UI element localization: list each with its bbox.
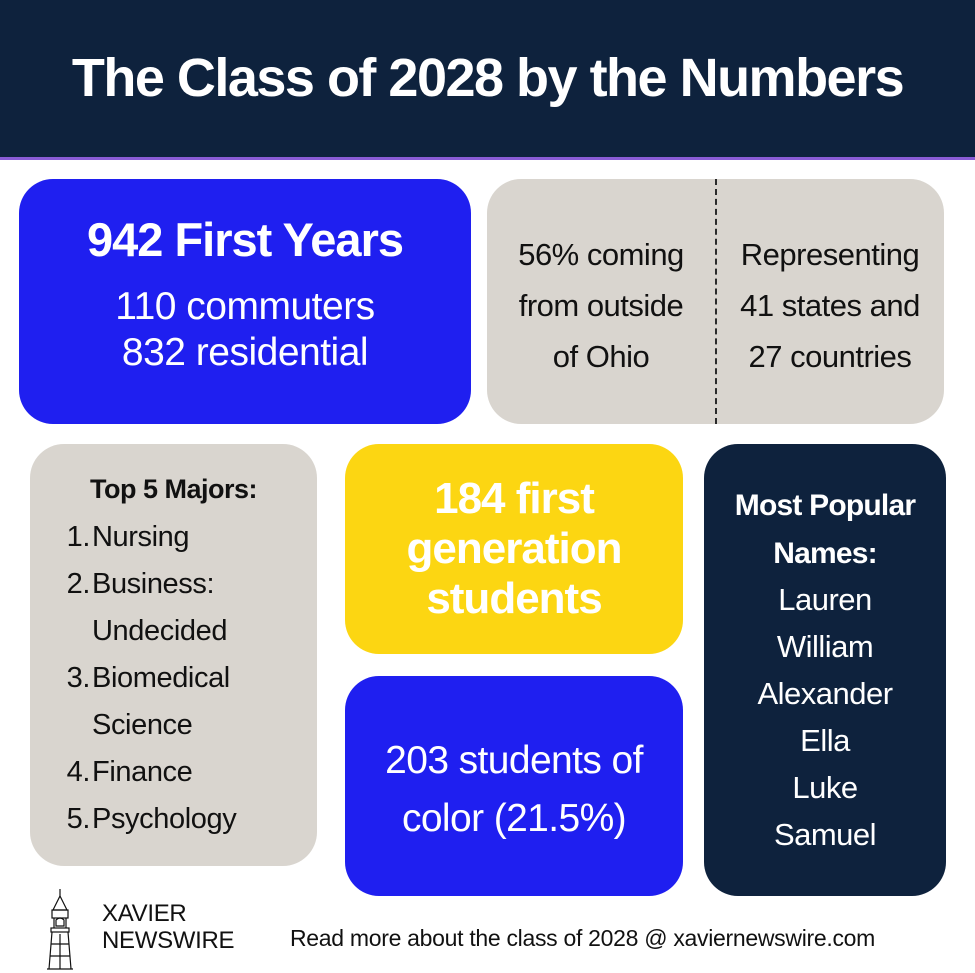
students-of-color-stat: 203 students of color (21.5%) — [345, 732, 683, 848]
major-name: Biomedical — [92, 662, 230, 694]
first-generation-stat: 184 first generation students — [345, 474, 683, 624]
list-item: Samuel — [773, 817, 877, 852]
outside-ohio-line: 56% coming — [518, 237, 684, 272]
major-name: Science — [92, 709, 193, 741]
list-item-continued: Science — [62, 702, 236, 749]
first-generation-line: students — [426, 574, 602, 623]
students-of-color-line: color (21.5%) — [401, 797, 627, 840]
list-number: 4. — [66, 756, 91, 788]
outside-ohio-line: from outside — [518, 288, 684, 323]
outside-ohio-stat: 56% coming from outside of Ohio — [487, 229, 715, 382]
list-item: 2. Business: — [62, 561, 236, 608]
popular-names-title-line: Most Popular — [734, 489, 916, 522]
list-number: 5. — [66, 803, 91, 835]
major-name: Nursing — [92, 521, 190, 553]
major-name: Psychology — [92, 803, 237, 835]
states-countries-stat: Representing 41 states and 27 countries — [716, 229, 944, 382]
popular-names-title-line: Names: — [773, 537, 877, 570]
first-generation-card: 184 first generation students — [345, 444, 683, 654]
top-majors-title: Top 5 Majors: — [89, 474, 258, 504]
footer-read-more: Read more about the class of 2028 @ xavi… — [290, 925, 875, 951]
students-of-color-line: 203 students of — [385, 739, 643, 782]
header-accent-line — [0, 157, 975, 160]
geography-card: 56% coming from outside of Ohio Represen… — [487, 179, 944, 424]
list-item: 1. Nursing — [62, 514, 236, 561]
list-item: Lauren — [778, 582, 872, 617]
list-item-continued: Undecided — [62, 608, 236, 655]
list-item: Luke — [792, 770, 858, 805]
major-name: Undecided — [92, 615, 228, 647]
first-years-card: 942 First Years 110 commuters 832 reside… — [19, 179, 471, 424]
logo-line: XAVIER — [102, 900, 187, 927]
states-countries-line: 41 states and — [740, 288, 920, 323]
names-list: Lauren William Alexander Ella Luke Samue… — [704, 576, 946, 858]
first-generation-line: 184 first — [434, 474, 595, 523]
first-generation-line: generation — [406, 524, 623, 573]
commuters-stat: 110 commuters — [115, 285, 375, 328]
majors-list: 1. Nursing 2. Business: Undecided 3. Biomed… — [62, 514, 237, 843]
list-item: 4. Finance — [62, 749, 236, 796]
popular-names-title: Most Popular Names: — [704, 482, 946, 578]
popular-names-card: Most Popular Names: Lauren William Alexa… — [704, 444, 946, 896]
students-of-color-card: 203 students of color (21.5%) — [345, 676, 683, 896]
page-title: The Class of 2028 by the Numbers — [71, 48, 905, 108]
list-item: 3. Biomedical — [62, 655, 236, 702]
major-name: Finance — [92, 756, 193, 788]
states-countries-line: 27 countries — [748, 339, 912, 374]
logo-line: NEWSWIRE — [102, 927, 235, 954]
bell-tower-icon — [47, 889, 73, 970]
list-item: William — [776, 629, 874, 664]
list-number: 1. — [66, 521, 91, 553]
header-banner: The Class of 2028 by the Numbers — [0, 0, 975, 157]
outside-ohio-line: of Ohio — [552, 339, 650, 374]
list-item: Ella — [800, 723, 850, 758]
newswire-logo: XAVIER NEWSWIRE — [102, 900, 235, 954]
list-item: Alexander — [757, 676, 893, 711]
list-item: 5. Psychology — [62, 796, 237, 843]
major-name: Business: — [92, 568, 215, 600]
states-countries-line: Representing — [740, 237, 920, 272]
list-number: 3. — [66, 662, 91, 694]
dashed-divider — [715, 179, 717, 424]
first-years-headline: 942 First Years — [87, 213, 404, 266]
list-number: 2. — [66, 568, 91, 600]
top-majors-card: Top 5 Majors: 1. Nursing 2. Business: Unde… — [30, 444, 317, 866]
residential-stat: 832 residential — [121, 331, 369, 374]
